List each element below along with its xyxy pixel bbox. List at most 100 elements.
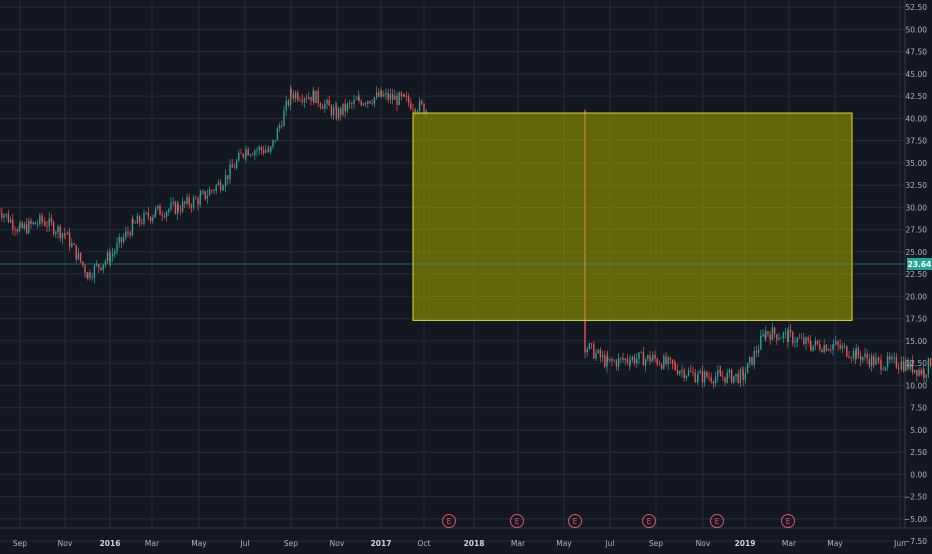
candle <box>715 377 716 384</box>
candle <box>71 243 72 246</box>
candle <box>686 375 687 378</box>
candle <box>245 149 246 157</box>
candle <box>125 232 126 238</box>
candle <box>372 103 373 104</box>
candle <box>647 355 648 359</box>
candle <box>916 370 917 376</box>
candle <box>826 345 827 351</box>
candle <box>844 346 845 347</box>
candle <box>620 358 621 359</box>
candle <box>649 355 650 362</box>
candle <box>248 149 249 155</box>
candle <box>33 222 34 224</box>
candle <box>632 357 633 360</box>
candle <box>928 358 929 374</box>
candle <box>159 206 160 215</box>
candle <box>754 351 755 365</box>
candle <box>781 338 782 339</box>
x-tick-label: Nov <box>58 539 73 548</box>
candle <box>415 109 416 112</box>
candle <box>1 213 2 218</box>
candle <box>216 185 217 190</box>
candle <box>205 191 206 198</box>
y-tick-label: 25.00 <box>906 248 928 257</box>
candle <box>130 233 131 236</box>
candle <box>604 355 605 366</box>
candle <box>758 350 759 353</box>
candle <box>813 346 814 351</box>
candle <box>310 97 311 101</box>
candle <box>851 358 852 359</box>
candle <box>593 344 594 359</box>
candle <box>28 221 29 233</box>
candle <box>286 101 287 111</box>
candle <box>749 357 750 363</box>
candle <box>24 224 25 228</box>
candle <box>388 93 389 100</box>
candle <box>213 190 214 191</box>
candle <box>240 153 241 154</box>
x-tick-label: Nov <box>330 539 345 548</box>
x-tick-label: Nov <box>696 539 711 548</box>
candle <box>625 359 626 360</box>
x-tick-label: Oct <box>418 539 431 548</box>
candle <box>295 93 296 99</box>
earnings-marker-label: E <box>573 517 578 526</box>
candle <box>396 96 397 105</box>
candle <box>232 165 233 168</box>
candle <box>162 215 163 216</box>
candle <box>283 110 284 126</box>
candle <box>67 232 68 234</box>
candle <box>790 330 791 333</box>
highlight-zone[interactable] <box>413 113 852 320</box>
earnings-marker-label: E <box>447 517 452 526</box>
candle <box>10 219 11 221</box>
candle <box>821 350 822 352</box>
candle <box>824 345 825 352</box>
candle <box>819 344 820 350</box>
candle <box>860 355 861 360</box>
candle <box>119 237 120 243</box>
candle <box>862 357 863 360</box>
candle <box>103 265 104 270</box>
candle <box>308 97 309 99</box>
candle <box>220 182 221 190</box>
candle <box>164 216 165 217</box>
candle <box>175 202 176 214</box>
candle <box>46 226 47 227</box>
zone-rectangle[interactable] <box>413 113 852 320</box>
candle <box>376 92 377 97</box>
candle <box>347 104 348 112</box>
candle <box>738 374 739 383</box>
candle <box>288 101 289 105</box>
candle <box>607 357 608 361</box>
x-tick-label: Mar <box>511 539 526 548</box>
x-tick-label: Sep <box>284 539 298 548</box>
candle <box>324 104 325 109</box>
candle <box>26 224 27 233</box>
candle <box>363 103 364 105</box>
candle <box>30 221 31 224</box>
candle <box>189 197 190 205</box>
candle <box>394 96 395 100</box>
candle <box>121 237 122 242</box>
candle <box>150 217 151 220</box>
candle <box>259 147 260 150</box>
candle <box>894 357 895 358</box>
candle <box>668 358 669 364</box>
candle <box>3 215 4 218</box>
candle <box>627 359 628 362</box>
candle <box>349 103 350 104</box>
candle <box>410 103 411 109</box>
candle <box>302 100 303 101</box>
candle <box>123 237 124 242</box>
candle <box>404 94 405 96</box>
candle <box>82 261 83 265</box>
candle <box>272 140 273 146</box>
candle <box>846 346 847 357</box>
y-tick-label: 0.00 <box>910 470 927 479</box>
y-tick-label: 52.50 <box>906 3 928 12</box>
candle <box>270 146 271 151</box>
candle <box>679 371 680 374</box>
candle <box>49 218 50 227</box>
